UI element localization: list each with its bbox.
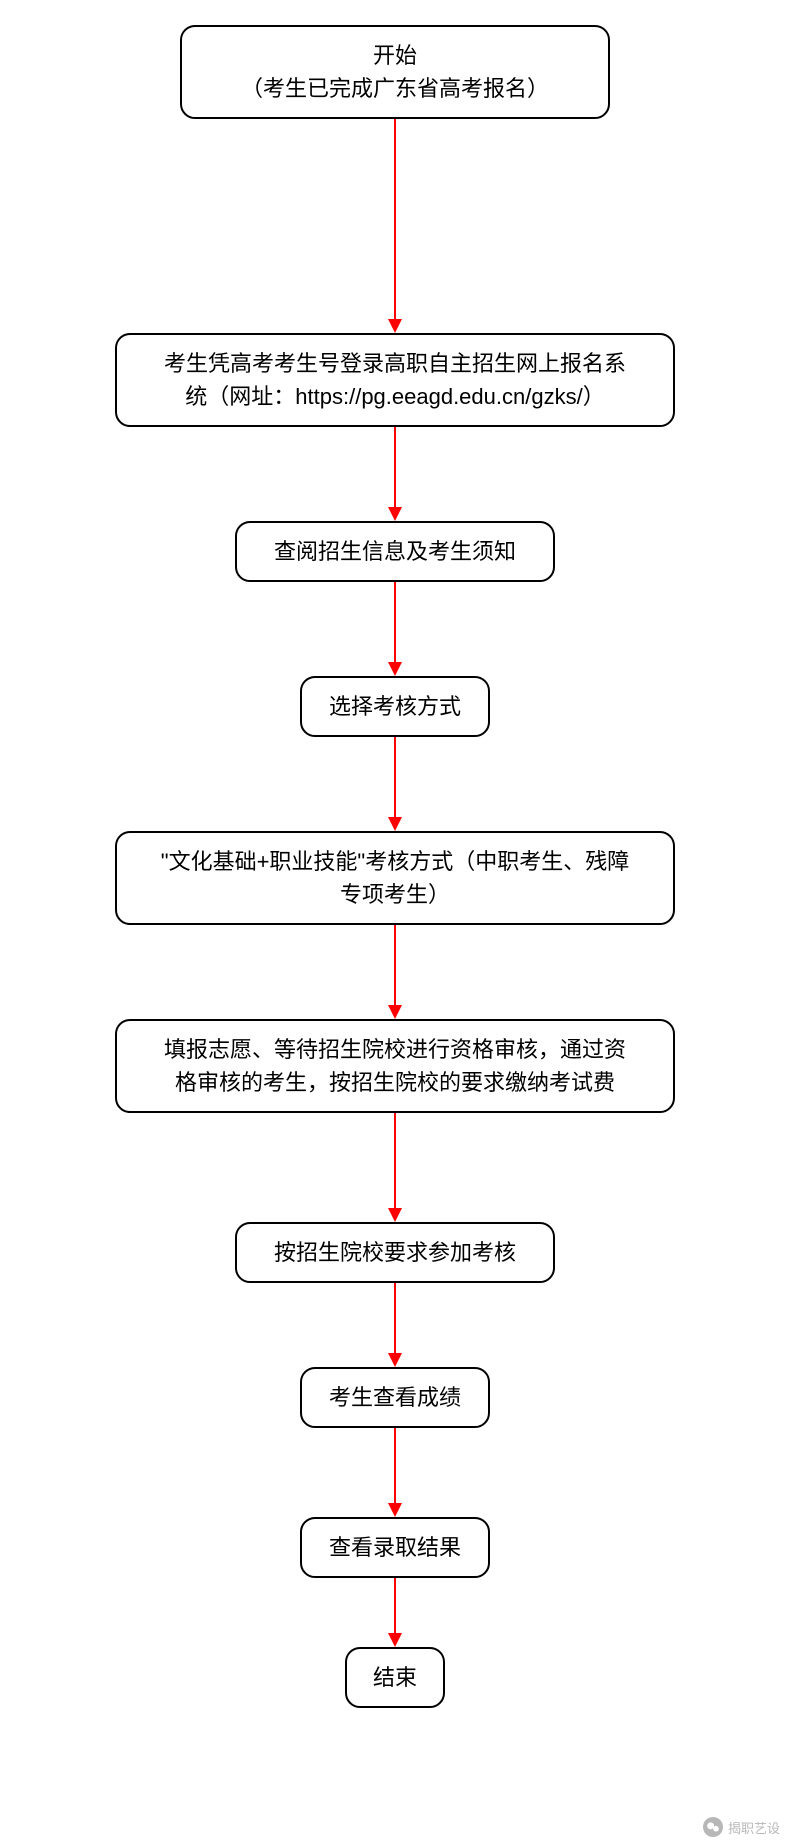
arrow-head	[388, 1633, 402, 1647]
arrow-head	[388, 1503, 402, 1517]
arrow-line	[394, 119, 396, 319]
arrow	[388, 925, 402, 1019]
node-text-line1: 填报志愿、等待招生院校进行资格审核，通过资	[137, 1033, 653, 1066]
arrow-line	[394, 1113, 396, 1208]
arrow-line	[394, 1578, 396, 1633]
arrow-line	[394, 1428, 396, 1503]
node-text-line2: 专项考生）	[137, 878, 653, 911]
arrow-head	[388, 1005, 402, 1019]
arrow-line	[394, 737, 396, 817]
arrow-head	[388, 817, 402, 831]
arrow-head	[388, 507, 402, 521]
node-text-line1: 按招生院校要求参加考核	[257, 1236, 533, 1269]
arrow-head	[388, 662, 402, 676]
arrow	[388, 582, 402, 676]
arrow	[388, 737, 402, 831]
arrow-head	[388, 1208, 402, 1222]
arrow	[388, 1578, 402, 1647]
node-apply-pay: 填报志愿、等待招生院校进行资格审核，通过资 格审核的考生，按招生院校的要求缴纳考…	[115, 1019, 675, 1113]
arrow-line	[394, 582, 396, 662]
node-text-line1: 选择考核方式	[322, 690, 468, 723]
node-text-line1: 查看录取结果	[322, 1531, 468, 1564]
node-text-line2: 格审核的考生，按招生院校的要求缴纳考试费	[137, 1066, 653, 1099]
node-end: 结束	[345, 1647, 445, 1708]
arrow-line	[394, 925, 396, 1005]
arrow	[388, 119, 402, 333]
node-text-line1: 考生凭高考考生号登录高职自主招生网上报名系	[137, 347, 653, 380]
wechat-icon	[703, 1817, 723, 1837]
node-take-exam: 按招生院校要求参加考核	[235, 1222, 555, 1283]
arrow	[388, 1283, 402, 1367]
node-text-line2: 统（网址：https://pg.eeagd.edu.cn/gzks/）	[137, 380, 653, 413]
node-exam-method: "文化基础+职业技能"考核方式（中职考生、残障 专项考生）	[115, 831, 675, 925]
flowchart-container: 开始 （考生已完成广东省高考报名） 考生凭高考考生号登录高职自主招生网上报名系 …	[0, 0, 790, 1708]
node-view-score: 考生查看成绩	[300, 1367, 490, 1428]
node-review-info: 查阅招生信息及考生须知	[235, 521, 555, 582]
watermark: 揭职艺设	[703, 1817, 780, 1837]
node-start: 开始 （考生已完成广东省高考报名）	[180, 25, 610, 119]
node-text-line1: 开始	[202, 39, 588, 72]
arrow-head	[388, 319, 402, 333]
arrow	[388, 427, 402, 521]
node-text-line1: 查阅招生信息及考生须知	[257, 535, 533, 568]
node-select-method: 选择考核方式	[300, 676, 490, 737]
arrow	[388, 1428, 402, 1517]
arrow-head	[388, 1353, 402, 1367]
arrow	[388, 1113, 402, 1222]
node-text-line1: 结束	[367, 1661, 423, 1694]
watermark-text: 揭职艺设	[728, 1818, 780, 1837]
node-login: 考生凭高考考生号登录高职自主招生网上报名系 统（网址：https://pg.ee…	[115, 333, 675, 427]
arrow-line	[394, 427, 396, 507]
node-text-line2: （考生已完成广东省高考报名）	[202, 72, 588, 105]
node-view-result: 查看录取结果	[300, 1517, 490, 1578]
node-text-line1: "文化基础+职业技能"考核方式（中职考生、残障	[137, 845, 653, 878]
arrow-line	[394, 1283, 396, 1353]
node-text-line1: 考生查看成绩	[322, 1381, 468, 1414]
